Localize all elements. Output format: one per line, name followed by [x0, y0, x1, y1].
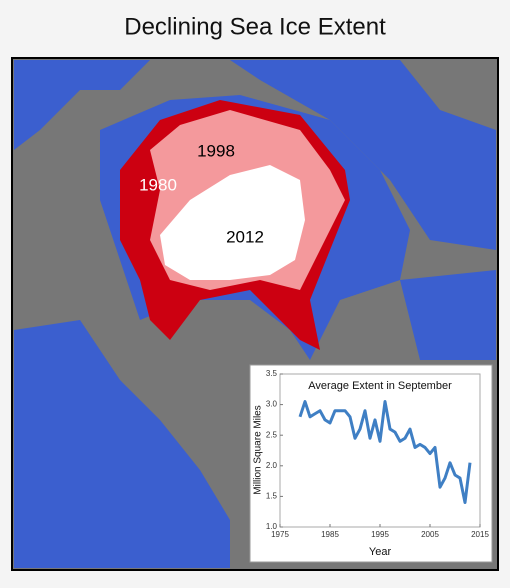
x-tick-label: 2015: [471, 530, 489, 539]
y-axis-title: Million Square Miles: [253, 405, 264, 494]
ice-2012: [160, 165, 305, 280]
map-label: 1980: [139, 175, 177, 194]
y-tick-label: 3.0: [266, 400, 278, 409]
ocean: [14, 60, 150, 150]
y-tick-label: 2.5: [266, 430, 278, 439]
x-tick-label: 1975: [271, 530, 289, 539]
map-label: 1998: [197, 141, 235, 160]
map-label: 2012: [226, 227, 264, 246]
chart-title: Average Extent in September: [308, 380, 452, 392]
ocean: [230, 60, 496, 250]
x-tick-label: 1985: [321, 530, 339, 539]
y-tick-label: 1.0: [266, 522, 278, 531]
ocean: [400, 270, 496, 360]
y-tick-label: 2.0: [266, 461, 278, 470]
ocean: [14, 320, 230, 568]
x-tick-label: 2005: [421, 530, 439, 539]
extent-line: [298, 400, 472, 505]
y-tick-label: 1.5: [266, 492, 278, 501]
y-tick-label: 3.5: [266, 369, 278, 378]
x-tick-label: 1995: [371, 530, 389, 539]
page-title: Declining Sea Ice Extent: [124, 13, 386, 40]
x-axis-title: Year: [369, 546, 392, 558]
map: 1980 1998 2012: [11, 57, 499, 571]
inset-chart: Average Extent in September Year Million…: [249, 364, 493, 563]
